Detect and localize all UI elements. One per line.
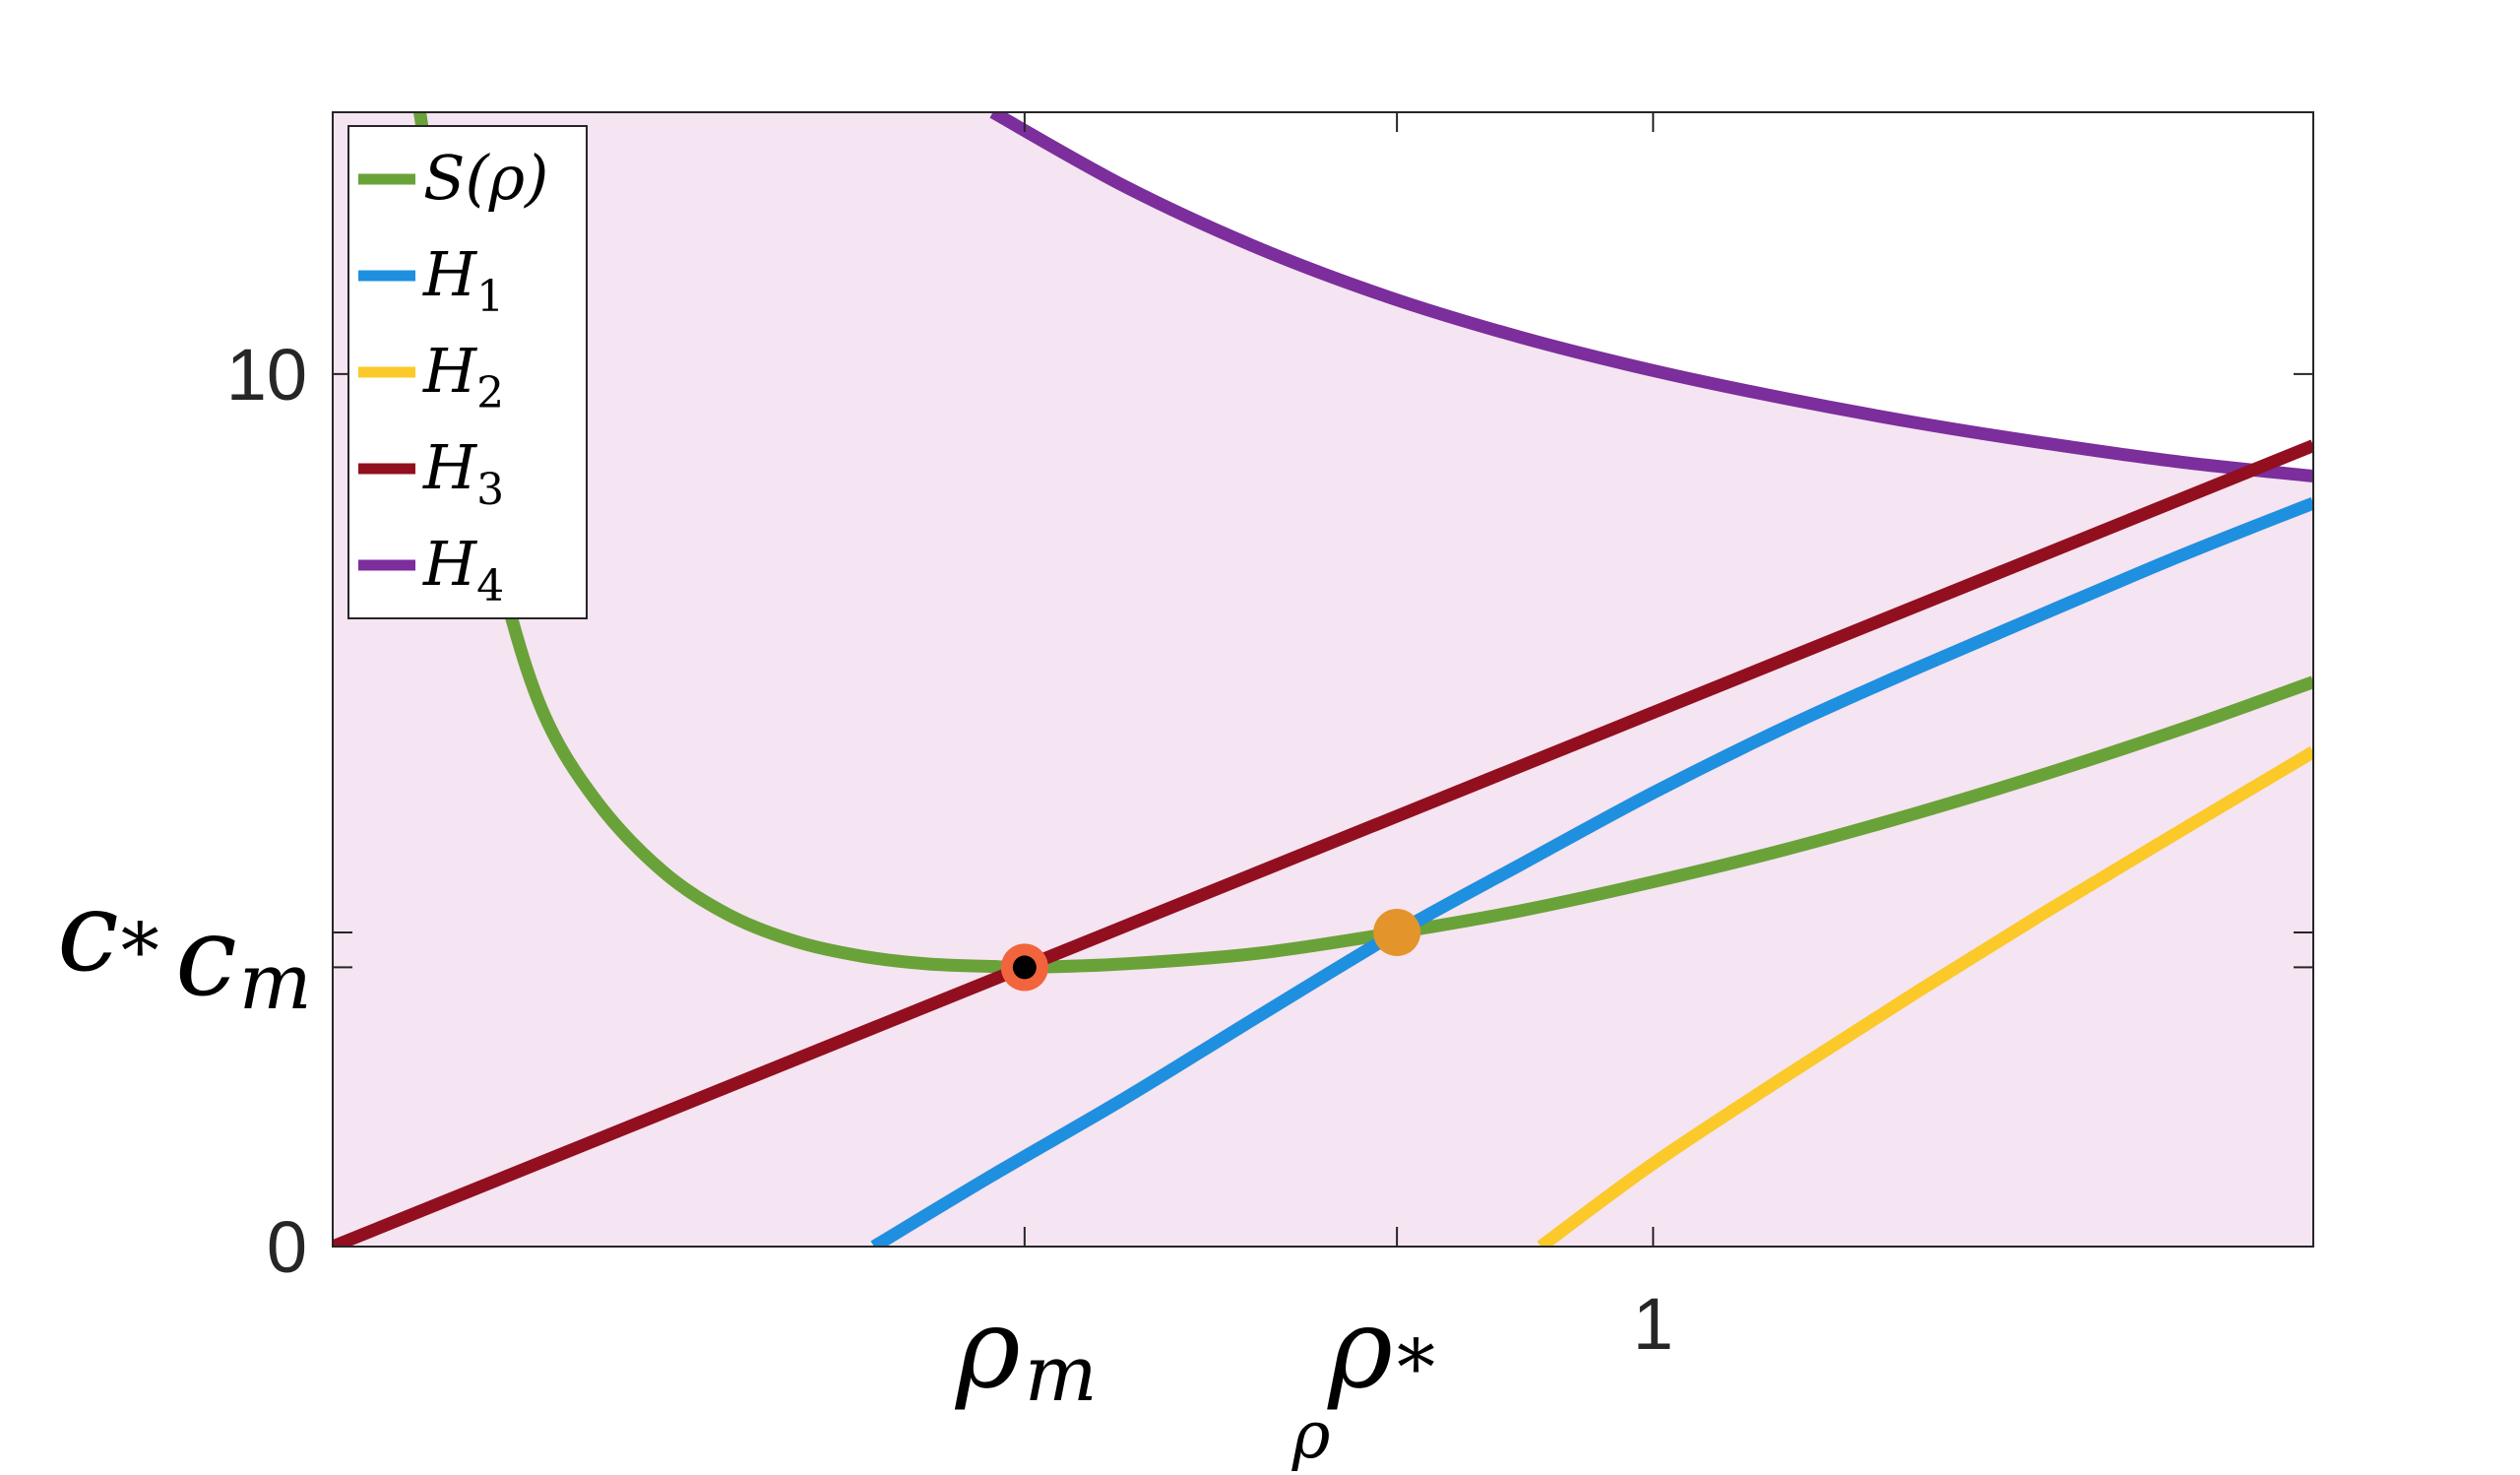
series-line-h3 — [333, 439, 2313, 1247]
axes-box — [332, 111, 2314, 1248]
y-tick-label: cm — [175, 893, 312, 1027]
marker-1-inner — [1012, 955, 1037, 980]
marker-2-outer — [1373, 908, 1421, 956]
x-tick-label: ρm — [955, 1285, 1098, 1419]
y-tick-label: 10 — [226, 334, 307, 416]
legend-label-s-rho: S(ρ) — [423, 142, 548, 214]
y-tick-label: c* — [57, 868, 159, 996]
intersection-markers — [1000, 908, 1421, 992]
x-tick-label: ρ* — [1327, 1285, 1435, 1413]
y-tick-label: 0 — [267, 1206, 307, 1288]
series-line-h2 — [1537, 745, 2313, 1247]
shaded-region — [333, 112, 2313, 1247]
legend-label-h4: H4 — [422, 528, 504, 611]
series-line-h1 — [870, 496, 2313, 1247]
series-line-h4 — [989, 112, 2313, 482]
region-fill — [333, 112, 2313, 1247]
x-tick-label: 1 — [1633, 1283, 1673, 1365]
x-axis-label: ρ — [1292, 1397, 1331, 1473]
